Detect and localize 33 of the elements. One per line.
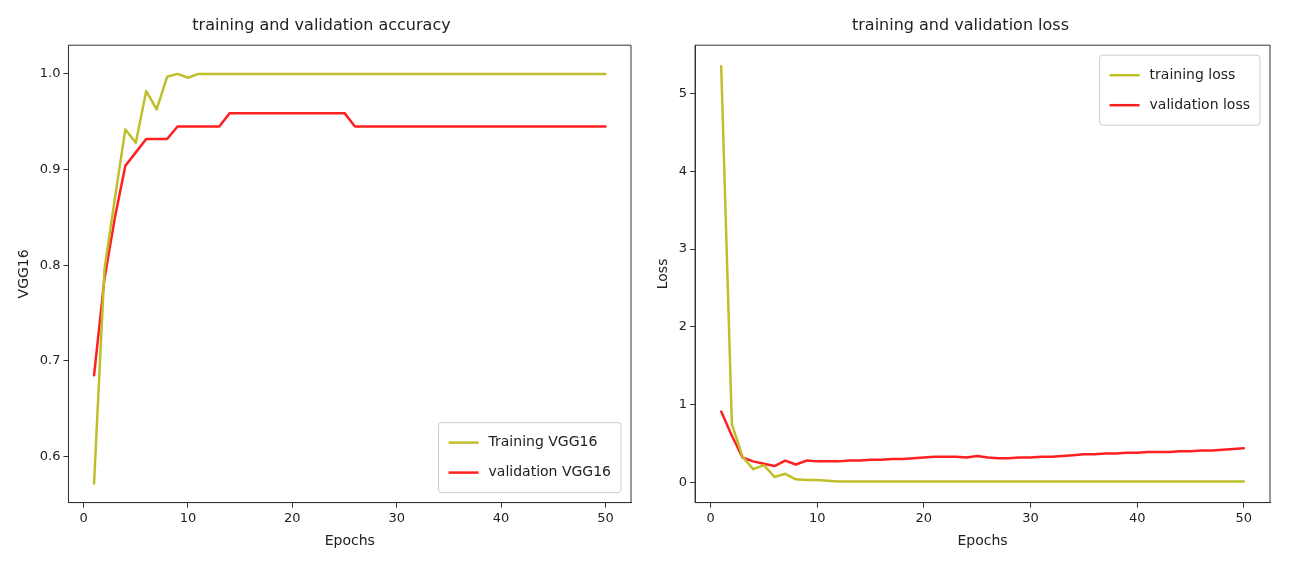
- x-axis-title: Epochs: [957, 532, 1008, 549]
- y-tick-label: 1: [678, 395, 688, 411]
- legend-label: validation VGG16: [488, 463, 612, 480]
- x-tick-label: 20: [284, 509, 301, 525]
- chart-title: training and validation accuracy: [192, 14, 451, 34]
- x-axis-title: Epochs: [324, 532, 375, 549]
- x-tick-label: 50: [597, 509, 614, 525]
- x-tick-label: 40: [1128, 509, 1146, 525]
- legend-label: validation loss: [1149, 95, 1250, 112]
- y-tick-label: 4: [678, 162, 688, 178]
- y-tick-label: 0.8: [39, 256, 61, 272]
- y-tick-label: 1.0: [39, 65, 61, 81]
- y-tick-label: 2: [678, 318, 688, 334]
- y-tick-label: 3: [678, 240, 688, 256]
- y-tick-label: 0.6: [39, 448, 61, 464]
- y-tick-label: 0.7: [39, 352, 61, 368]
- x-tick-label: 50: [1235, 509, 1253, 525]
- y-tick-label: 0.9: [39, 160, 61, 176]
- x-tick-label: 10: [179, 509, 197, 525]
- x-tick-label: 0: [79, 509, 88, 525]
- y-axis-title: Loss: [654, 258, 671, 290]
- y-axis-title: VGG16: [15, 249, 32, 299]
- x-tick-label: 40: [492, 509, 510, 525]
- y-tick-label: 0: [678, 473, 688, 489]
- y-tick-label: 5: [678, 84, 688, 100]
- x-tick-label: 30: [388, 509, 405, 525]
- x-tick-label: 10: [808, 509, 826, 525]
- chart-title: training and validation loss: [851, 14, 1070, 34]
- legend-label: Training VGG16: [487, 433, 598, 450]
- x-tick-label: 20: [915, 509, 933, 525]
- legend-label: training loss: [1149, 65, 1236, 82]
- x-tick-label: 0: [706, 509, 715, 525]
- x-tick-label: 30: [1022, 509, 1039, 525]
